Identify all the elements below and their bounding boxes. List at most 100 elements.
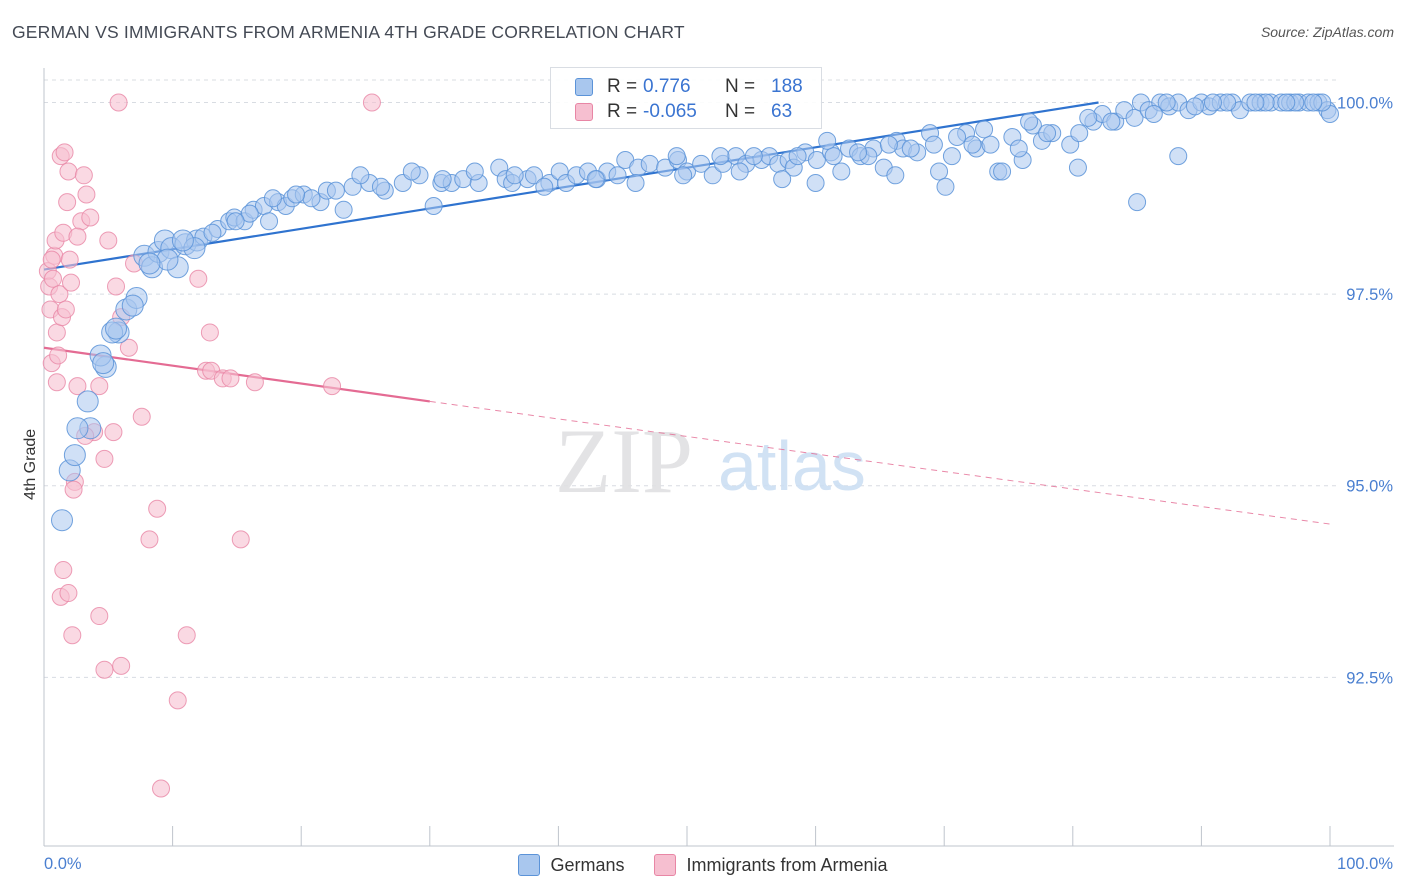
germans-point-176 <box>849 143 868 162</box>
germans-point-159 <box>711 147 730 166</box>
watermark-atlas: atlas <box>718 427 866 505</box>
armenia-point-52 <box>323 377 342 396</box>
armenia-point-38 <box>90 607 109 626</box>
germans-point-48 <box>524 166 543 185</box>
germans-point-142 <box>351 166 370 185</box>
germans-point-181 <box>1157 93 1176 112</box>
germans-point-124 <box>1068 158 1087 177</box>
armenia-point-48 <box>200 323 219 342</box>
germans-point-151 <box>171 229 194 252</box>
germans-point-144 <box>302 189 321 208</box>
germans-point-155 <box>105 317 128 340</box>
germans-point-160 <box>744 147 763 166</box>
armenia-trend-extension <box>429 400 1331 525</box>
tick-labels: 92.5% 95.0% 97.5% 100.0% 0.0% 100.0% <box>44 94 1393 873</box>
germans-point-132 <box>730 162 749 181</box>
armenia-point-61 <box>177 626 196 645</box>
watermark-zip: ZIP <box>555 410 693 512</box>
germans-point-133 <box>674 166 693 185</box>
germans-point-186 <box>1020 112 1039 131</box>
germans-point-185 <box>1304 93 1323 112</box>
series-legend: Germans Immigrants from Armenia <box>0 852 1406 878</box>
germans-point-134 <box>626 173 645 192</box>
germans-point-158 <box>667 147 686 166</box>
germans-point-169 <box>1185 97 1204 116</box>
germans-point-167 <box>1102 112 1121 131</box>
germans-point-141 <box>371 177 390 196</box>
armenia-point-17 <box>60 250 79 269</box>
y-tick-label-0: 92.5% <box>1346 669 1393 687</box>
armenia-point-7 <box>47 323 66 342</box>
germans-point-102 <box>1125 108 1144 127</box>
germans-point-147 <box>240 204 259 223</box>
germans-point-143 <box>326 181 345 200</box>
armenia-point-58 <box>42 250 61 269</box>
germans-swatch <box>575 78 593 96</box>
germans-point-139 <box>433 170 452 189</box>
armenia-point-30 <box>107 277 126 296</box>
germans-point-74 <box>807 150 826 169</box>
armenia-point-16 <box>59 162 78 181</box>
r-label: R = <box>607 76 638 97</box>
armenia-point-41 <box>132 407 151 426</box>
armenia-point-18 <box>62 273 81 292</box>
germans-point-126 <box>1169 147 1188 166</box>
y-axis-label: 4th Grade <box>22 429 39 500</box>
germans-point-125 <box>1128 193 1147 212</box>
armenia-point-51 <box>231 530 250 549</box>
germans-point-138 <box>465 162 484 181</box>
series-armenia-points <box>38 93 381 798</box>
legend-row-germans: R = 0.776 N = 188 <box>575 75 803 99</box>
germans-point-187 <box>975 120 994 139</box>
germans-point-76 <box>832 162 851 181</box>
armenia-r-value: -0.065 <box>643 101 697 122</box>
germans-point-2 <box>63 444 86 467</box>
armenia-n-value: 63 <box>771 101 793 122</box>
legend-label-germans: Germans <box>550 854 625 875</box>
legend-item-germans[interactable]: Germans <box>518 854 624 876</box>
armenia-point-15 <box>58 193 77 212</box>
chart-title: GERMAN VS IMMIGRANTS FROM ARMENIA 4TH GR… <box>12 22 685 42</box>
y-tick-label-2: 97.5% <box>1346 286 1393 304</box>
germans-point-148 <box>226 212 245 231</box>
armenia-point-36 <box>59 584 78 603</box>
germans-point-178 <box>948 127 967 146</box>
armenia-point-32 <box>119 338 138 357</box>
legend-row-armenia: R = -0.065 N = 63 <box>575 100 792 124</box>
germans-n-value: 188 <box>771 76 803 97</box>
armenia-point-22 <box>74 166 93 185</box>
armenia-point-26 <box>90 377 109 396</box>
armenia-point-20 <box>68 377 87 396</box>
germans-point-184 <box>1277 93 1296 112</box>
armenia-point-62 <box>245 373 264 392</box>
armenia-legend-swatch <box>654 854 677 876</box>
armenia-point-53 <box>362 93 381 112</box>
germans-point-127 <box>993 162 1012 181</box>
germans-point-183 <box>1246 93 1265 112</box>
chart-source: Source: ZipAtlas.com <box>1260 24 1394 40</box>
germans-point-33 <box>334 200 353 219</box>
germans-point-157 <box>66 417 89 440</box>
germans-point-180 <box>1079 108 1098 127</box>
germans-point-86 <box>942 147 961 166</box>
legend-item-armenia[interactable]: Immigrants from Armenia <box>654 854 888 876</box>
germans-point-161 <box>788 147 807 166</box>
series-germans-points <box>51 93 1339 532</box>
germans-point-129 <box>886 166 905 185</box>
germans-point-130 <box>806 173 825 192</box>
armenia-point-27 <box>95 449 114 468</box>
germans-point-154 <box>121 294 144 317</box>
armenia-point-37 <box>63 626 82 645</box>
armenia-point-34 <box>54 561 73 580</box>
germans-point-131 <box>773 170 792 189</box>
armenia-point-50 <box>221 369 240 388</box>
armenia-point-55 <box>152 779 171 798</box>
watermark: ZIP atlas <box>555 410 866 512</box>
armenia-point-54 <box>109 93 128 112</box>
germans-point-153 <box>138 252 161 275</box>
correlation-legend: R = 0.776 N = 188 R = -0.065 N = 63 <box>550 67 822 129</box>
germans-point-128 <box>936 177 955 196</box>
armenia-point-59 <box>47 373 66 392</box>
armenia-swatch <box>575 103 593 121</box>
